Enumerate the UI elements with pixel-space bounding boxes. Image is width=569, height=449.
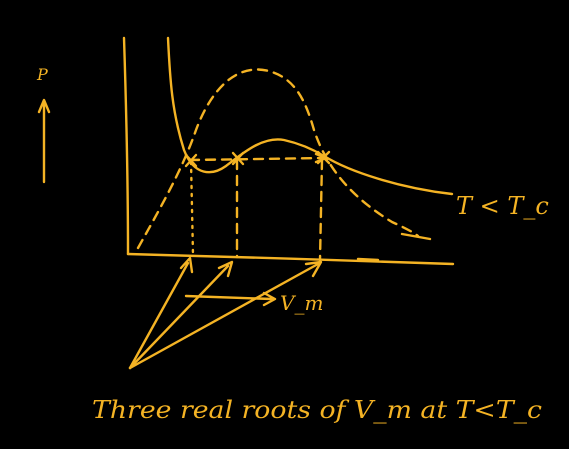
- y-axis-label: P: [36, 65, 48, 84]
- intersection-mark-2: [231, 151, 245, 166]
- right-arrow-icon: [184, 291, 277, 307]
- root-pointer-arrows: [128, 256, 323, 370]
- axis-tick-mark: [356, 257, 380, 262]
- caption-text: Three real roots of V_m at T<T_c: [92, 396, 542, 424]
- root-drop-3: [318, 158, 324, 262]
- pressure-label-group: P: [36, 65, 51, 184]
- isotherm-curve: [166, 36, 454, 196]
- x-axis-label: V_m: [280, 291, 323, 315]
- x-axis: [126, 252, 455, 266]
- intersection-mark-3: [316, 150, 331, 165]
- pointer-arrow-1: [128, 256, 194, 370]
- pointer-arrow-3: [128, 260, 323, 370]
- intersection-mark-1: [184, 153, 198, 168]
- dome-tail-dash: [400, 232, 432, 241]
- pointer-arrow-2: [128, 260, 234, 370]
- curve-label: T < T_c: [456, 192, 549, 220]
- vm-label-group: V_m: [184, 291, 323, 315]
- tie-line: [188, 156, 326, 162]
- y-axis: [122, 36, 130, 256]
- up-arrow-icon: [37, 98, 51, 184]
- root-drop-1: [189, 160, 195, 257]
